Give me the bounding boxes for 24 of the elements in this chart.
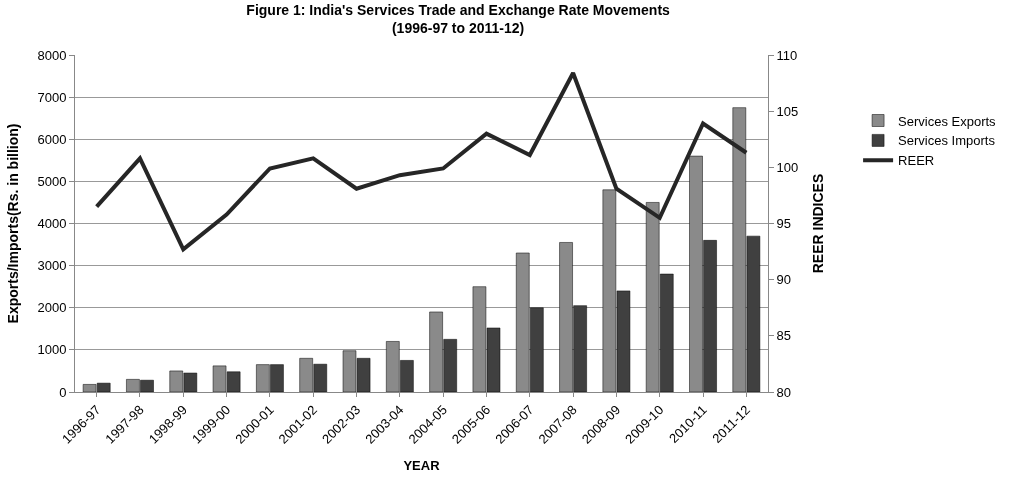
y2-tick-label: 110 [776,47,798,63]
x-axis-title: YEAR [403,458,441,474]
legend-label: Services Exports [898,113,997,129]
legend-label: Services Imports [898,133,996,149]
y-tick-label: 7000 [37,89,67,105]
y-tick-label: 4000 [37,216,67,232]
y-tick-label: 1000 [37,342,67,358]
y-tick-label: 3000 [37,258,67,274]
y2-tick-label: 85 [776,328,792,344]
y-tick-label: 6000 [37,131,67,147]
y-tick-label: 5000 [37,173,67,189]
y2-tick-label: 80 [776,384,792,400]
y2-axis-title: REER INDICES [809,173,826,274]
y-tick-label: 2000 [37,300,67,316]
y2-tick-label: 105 [776,103,799,119]
y2-tick-label: 95 [776,216,792,232]
y2-tick-label: 90 [776,272,792,288]
y-axis-title: Exports/Imports(Rs. in billion) [5,123,22,324]
chart-title: Figure 1: India's Services Trade and Exchange Rate Movements (1996-97 to 2011-12) [246,1,671,36]
y-tick-label: 8000 [37,47,67,63]
y2-tick-label: 100 [776,159,799,175]
y-tick-label: 0 [59,384,67,400]
line-series [94,70,749,252]
legend-label: REER [898,153,935,169]
